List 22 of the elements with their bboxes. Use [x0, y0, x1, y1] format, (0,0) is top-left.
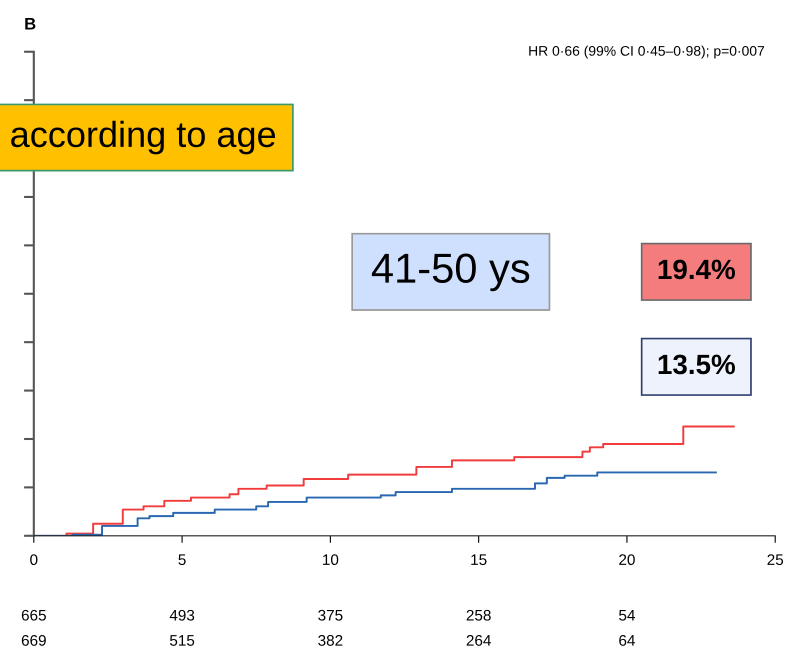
text: 258 [466, 610, 491, 621]
x-tick-label: 5 [178, 554, 186, 566]
text: 264 [466, 635, 491, 646]
text: 64 [619, 635, 635, 646]
x-tick-label: 20 [619, 554, 635, 566]
text: 375 [318, 610, 342, 621]
x-tick-label: 0 [30, 554, 38, 566]
text: 54 [619, 610, 635, 621]
text: B [25, 18, 36, 30]
text: 669 [22, 635, 46, 646]
text: 382 [318, 635, 342, 646]
text: 515 [170, 635, 194, 646]
x-tick-label: 25 [767, 554, 784, 566]
text: 13.5% [658, 354, 735, 374]
text: according to age [11, 120, 276, 154]
x-tick-label: 15 [471, 554, 487, 566]
text: 41-50 ys [372, 254, 530, 292]
text: 19.4% [658, 260, 735, 280]
x-tick-label: 10 [323, 554, 338, 566]
text: 665 [22, 610, 46, 621]
text: HR 0·66 (99% CI 0·45–0·98); p=0·007 [529, 46, 764, 59]
text: 493 [170, 610, 194, 621]
